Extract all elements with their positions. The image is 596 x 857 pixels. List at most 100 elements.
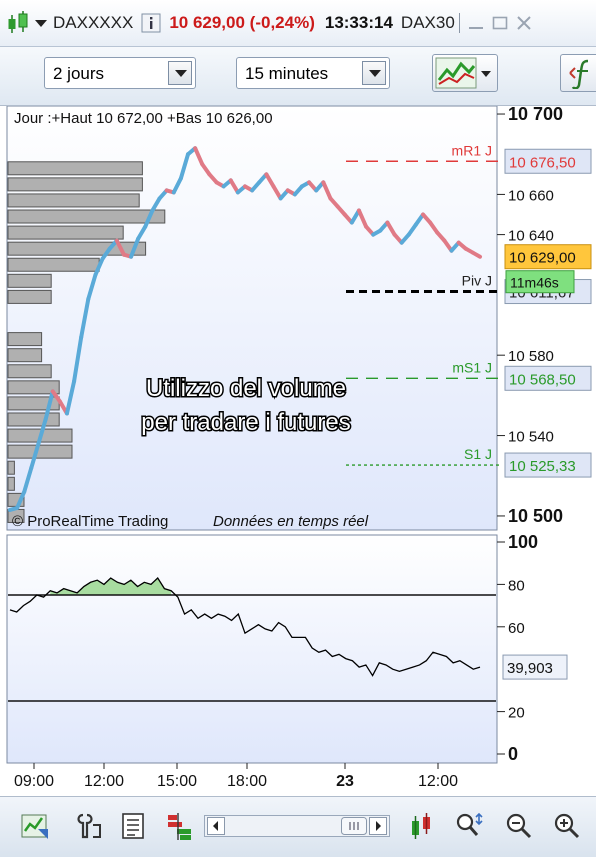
price-tick-label: 10 540 xyxy=(508,429,554,446)
properties-icon[interactable] xyxy=(74,811,104,841)
osc-tick-label: 0 xyxy=(508,744,518,764)
volume-profile-bar xyxy=(7,348,43,363)
volume-profile-bar xyxy=(7,380,60,395)
chart-candle-icon[interactable] xyxy=(6,8,30,38)
order-book-icon[interactable] xyxy=(164,811,194,841)
zoom-out-icon[interactable] xyxy=(504,811,534,841)
price-segment xyxy=(470,250,482,259)
period-select[interactable]: 2 jours xyxy=(44,57,196,89)
add-indicator-icon[interactable] xyxy=(20,811,50,841)
level-value-box xyxy=(504,148,592,174)
volume-profile-bar xyxy=(7,476,15,491)
time-tick-label: 12:00 xyxy=(84,773,124,790)
volume-profile xyxy=(7,161,166,523)
auto-zoom-icon[interactable] xyxy=(454,811,484,841)
dropdown-arrow-icon[interactable] xyxy=(479,67,493,81)
order-list-icon[interactable] xyxy=(118,811,148,841)
watermark: © ProRealTime Trading xyxy=(12,513,168,530)
price-segment xyxy=(15,489,27,510)
scroll-grip-icon[interactable] xyxy=(341,817,367,835)
price-segment xyxy=(150,196,162,213)
trade-tool-icon[interactable] xyxy=(406,811,436,841)
price-segment xyxy=(264,172,276,189)
window-menu-icon[interactable] xyxy=(34,16,48,30)
instrument-name: DAX30 xyxy=(400,13,455,32)
time-tick-label: 15:00 xyxy=(157,773,197,790)
current-price-label: 10 629,00 xyxy=(509,250,576,267)
level-value-label: 10 676,50 xyxy=(509,154,576,171)
countdown-label: 11m46s xyxy=(510,275,559,291)
price-axis[interactable]: 10 700 10 660 10 640 10 580 10 540 10 500 10 6… xyxy=(497,106,592,526)
period-select-value: 2 jours xyxy=(53,64,105,83)
minimize-icon[interactable] xyxy=(466,13,486,33)
price-tick-label: 10 700 xyxy=(508,106,563,124)
oscillator-line xyxy=(8,577,496,702)
oscillator-series xyxy=(9,577,481,677)
maximize-icon[interactable] xyxy=(490,13,510,33)
function-icon xyxy=(569,59,589,89)
time-tick-label: 09:00 xyxy=(14,773,54,790)
interval-select[interactable]: 15 minutes xyxy=(236,57,390,89)
price-change: 10 629,00 (-0,24%) xyxy=(169,13,315,32)
volume-profile-bar xyxy=(7,177,143,192)
volume-profile-bar xyxy=(7,460,15,475)
bottom-toolbar xyxy=(0,796,596,857)
price-segment xyxy=(22,465,34,494)
overbought-fill xyxy=(50,578,172,595)
overlay-text-line: Utilizzo del volume xyxy=(146,375,346,402)
price-segment xyxy=(178,152,191,181)
window-title: DAXXXXX xyxy=(53,13,134,32)
level-value-label: 10 568,50 xyxy=(509,371,576,388)
toolbar: 2 jours 15 minutes xyxy=(0,47,596,106)
time-axis[interactable]: 09:00 12:00 15:00 18:00 23 12:00 xyxy=(14,763,458,790)
scroll-right-icon[interactable] xyxy=(369,817,387,835)
title-separator xyxy=(458,13,460,33)
interval-select-value: 15 minutes xyxy=(245,64,329,83)
clock: 13:33:14 xyxy=(324,13,393,32)
indicator-tool-button[interactable] xyxy=(432,54,498,92)
volume-profile-bar xyxy=(7,444,73,459)
price-segment xyxy=(171,176,183,195)
level-label: S1 J xyxy=(464,446,492,462)
time-tick-label: 12:00 xyxy=(418,773,458,790)
close-icon[interactable] xyxy=(514,13,534,33)
price-segment xyxy=(406,222,418,237)
price-segment xyxy=(36,417,48,446)
volume-profile-bar xyxy=(7,332,43,347)
current-price-box xyxy=(504,244,592,270)
time-scrollbar[interactable] xyxy=(204,815,390,837)
level-label: mR1 J xyxy=(452,142,492,158)
volume-profile-bar xyxy=(7,161,143,176)
function-button[interactable] xyxy=(560,54,596,92)
price-tick-label: 10 640 xyxy=(508,228,554,245)
volume-profile-bar xyxy=(7,225,124,240)
title-bar: DAXXXXX 10 629,00 (-0,24%) 13:33:14 DAX3… xyxy=(0,0,596,47)
oscillator-panel[interactable] xyxy=(6,534,498,764)
info-icon[interactable] xyxy=(141,13,161,33)
volume-profile-bar xyxy=(7,289,52,304)
volume-profile-bar xyxy=(7,364,52,379)
price-segment xyxy=(385,220,397,237)
scroll-left-icon[interactable] xyxy=(207,817,225,835)
price-segment xyxy=(129,236,141,259)
time-tick-label: 23 xyxy=(336,773,354,790)
interval-dropdown-arrow-icon[interactable] xyxy=(362,61,386,85)
osc-tick-label: 100 xyxy=(508,532,538,552)
osc-tick-label: 20 xyxy=(508,705,525,722)
chart-labels: Jour :+Haut 10 672,00 +Bas 10 626,00 © Pr… xyxy=(12,110,369,530)
osc-tick-label: 60 xyxy=(508,620,525,637)
watermark-note: Données en temps réel xyxy=(213,513,369,530)
pivot-levels: mR1 J Piv J mS1 J S1 J xyxy=(346,142,500,466)
price-segment xyxy=(72,335,84,384)
price-panel[interactable] xyxy=(6,106,498,531)
price-segment xyxy=(193,146,205,167)
price-segment xyxy=(200,162,212,177)
price-tick-label: 10 660 xyxy=(508,187,554,204)
oscillator-axis[interactable]: 100 80 60 20 0 39,903 xyxy=(497,532,568,764)
period-dropdown-arrow-icon[interactable] xyxy=(168,61,192,85)
price-line xyxy=(8,146,482,512)
zoom-in-icon[interactable] xyxy=(552,811,582,841)
volume-profile-bar xyxy=(7,412,60,427)
price-segment xyxy=(43,389,55,422)
